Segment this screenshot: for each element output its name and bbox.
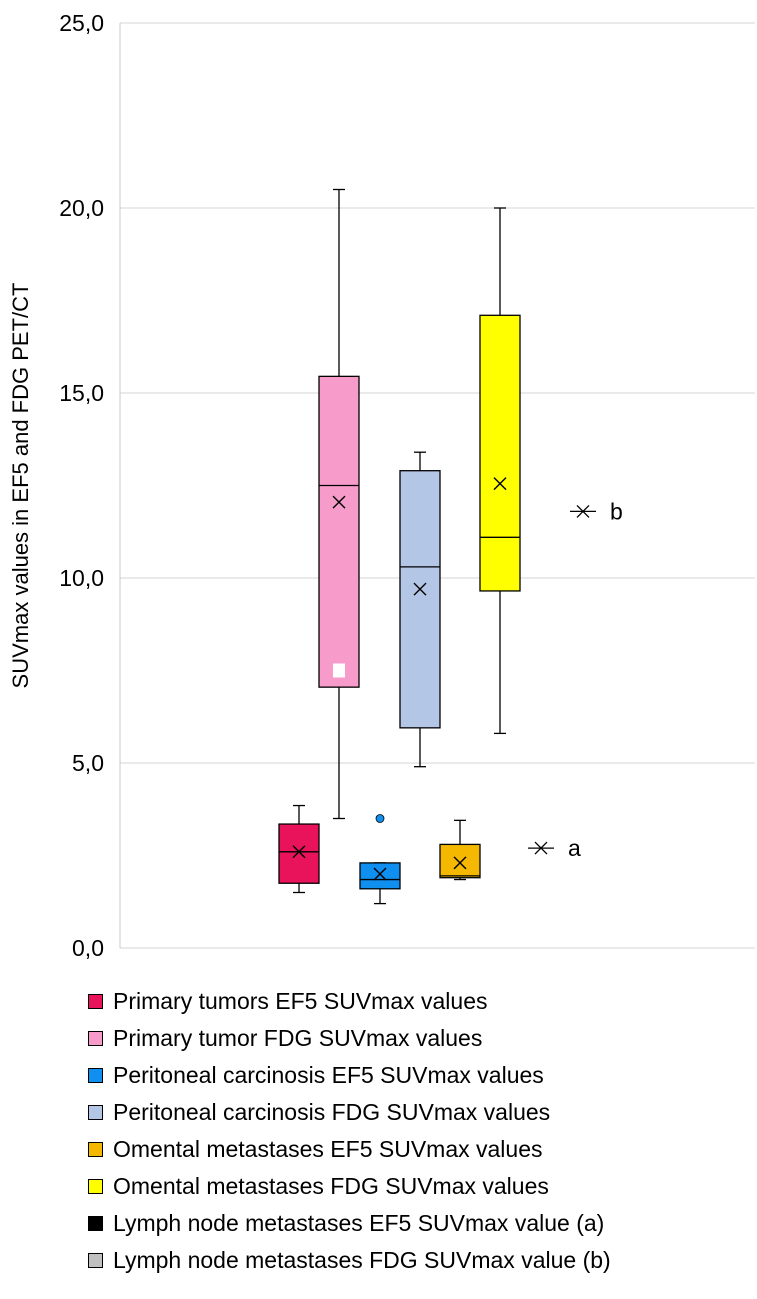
y-tick-label: 25,0: [59, 10, 104, 36]
legend-label: Peritoneal carcinosis EF5 SUVmax values: [113, 1062, 544, 1088]
box: [399, 470, 441, 729]
legend-swatch: [88, 1105, 103, 1120]
box-plots: [278, 188, 521, 905]
mean-marker: [332, 495, 346, 509]
y-tick-label: 15,0: [59, 380, 104, 406]
marker-label: b: [610, 498, 623, 524]
legend: Primary tumors EF5 SUVmax values Primary …: [88, 983, 748, 1279]
mean-marker: [453, 856, 467, 870]
legend-label: Lymph node metastases EF5 SUVmax value (…: [113, 1210, 605, 1236]
legend-item: Peritoneal carcinosis FDG SUVmax values: [88, 1094, 748, 1131]
box: [318, 375, 360, 688]
box: [359, 862, 401, 890]
legend-label: Peritoneal carcinosis FDG SUVmax values: [113, 1099, 551, 1125]
marker-x: [534, 841, 548, 855]
legend-swatch: [88, 1142, 103, 1157]
legend-item: Peritoneal carcinosis EF5 SUVmax values: [88, 1057, 748, 1094]
legend-swatch: [88, 1031, 103, 1046]
y-tick-label: 20,0: [59, 195, 104, 221]
legend-swatch: [88, 994, 103, 1009]
legend-item: Primary tumors EF5 SUVmax values: [88, 983, 748, 1020]
single-value-marker: b: [570, 498, 623, 524]
legend-item: Omental metastases EF5 SUVmax values: [88, 1131, 748, 1168]
box-plot: [278, 804, 320, 894]
legend-label: Omental metastases EF5 SUVmax values: [113, 1136, 543, 1162]
legend-item: Lymph node metastases EF5 SUVmax value (…: [88, 1205, 748, 1242]
y-axis-tick-labels: 0,0 5,0 10,0 15,0 20,0 25,0: [59, 10, 104, 961]
legend-label: Lymph node metastases FDG SUVmax value (…: [113, 1247, 611, 1273]
legend-item: Omental metastases FDG SUVmax values: [88, 1168, 748, 1205]
legend-swatch: [88, 1216, 103, 1231]
y-tick-label: 5,0: [72, 750, 104, 776]
chart-svg: 0,0 5,0 10,0 15,0 20,0 25,0 SUVmax values in …: [8, 10, 755, 961]
box-plot: [439, 819, 481, 881]
box: [439, 843, 481, 879]
legend-label: Primary tumors EF5 SUVmax values: [113, 988, 488, 1014]
mean-marker: [413, 582, 427, 596]
box: [278, 823, 320, 884]
marker-label: a: [568, 835, 581, 861]
single-value-markers: ab: [528, 498, 623, 861]
legend-item: Lymph node metastases FDG SUVmax value (…: [88, 1242, 748, 1279]
single-value-marker: a: [528, 835, 581, 861]
legend-swatch: [88, 1179, 103, 1194]
mean-marker: [373, 867, 387, 881]
y-tick-label: 10,0: [59, 565, 104, 591]
legend-swatch: [88, 1253, 103, 1268]
y-tick-label: 0,0: [72, 935, 104, 961]
marker-x: [576, 504, 590, 518]
box-plot: [479, 207, 521, 735]
legend-label: Primary tumor FDG SUVmax values: [113, 1025, 483, 1051]
mean-marker: [493, 477, 507, 491]
mean-marker: [292, 845, 306, 859]
legend-swatch: [88, 1068, 103, 1083]
box-plot: [359, 814, 401, 905]
legend-item: Primary tumor FDG SUVmax values: [88, 1020, 748, 1057]
y-axis-label: SUVmax values in EF5 and FDG PET/CT: [8, 283, 33, 689]
box-plot: [318, 188, 360, 820]
box-plot: [399, 451, 441, 768]
outlier-point: [333, 663, 345, 678]
outlier-point: [375, 814, 385, 823]
legend-label: Omental metastases FDG SUVmax values: [113, 1173, 549, 1199]
box: [479, 314, 521, 592]
